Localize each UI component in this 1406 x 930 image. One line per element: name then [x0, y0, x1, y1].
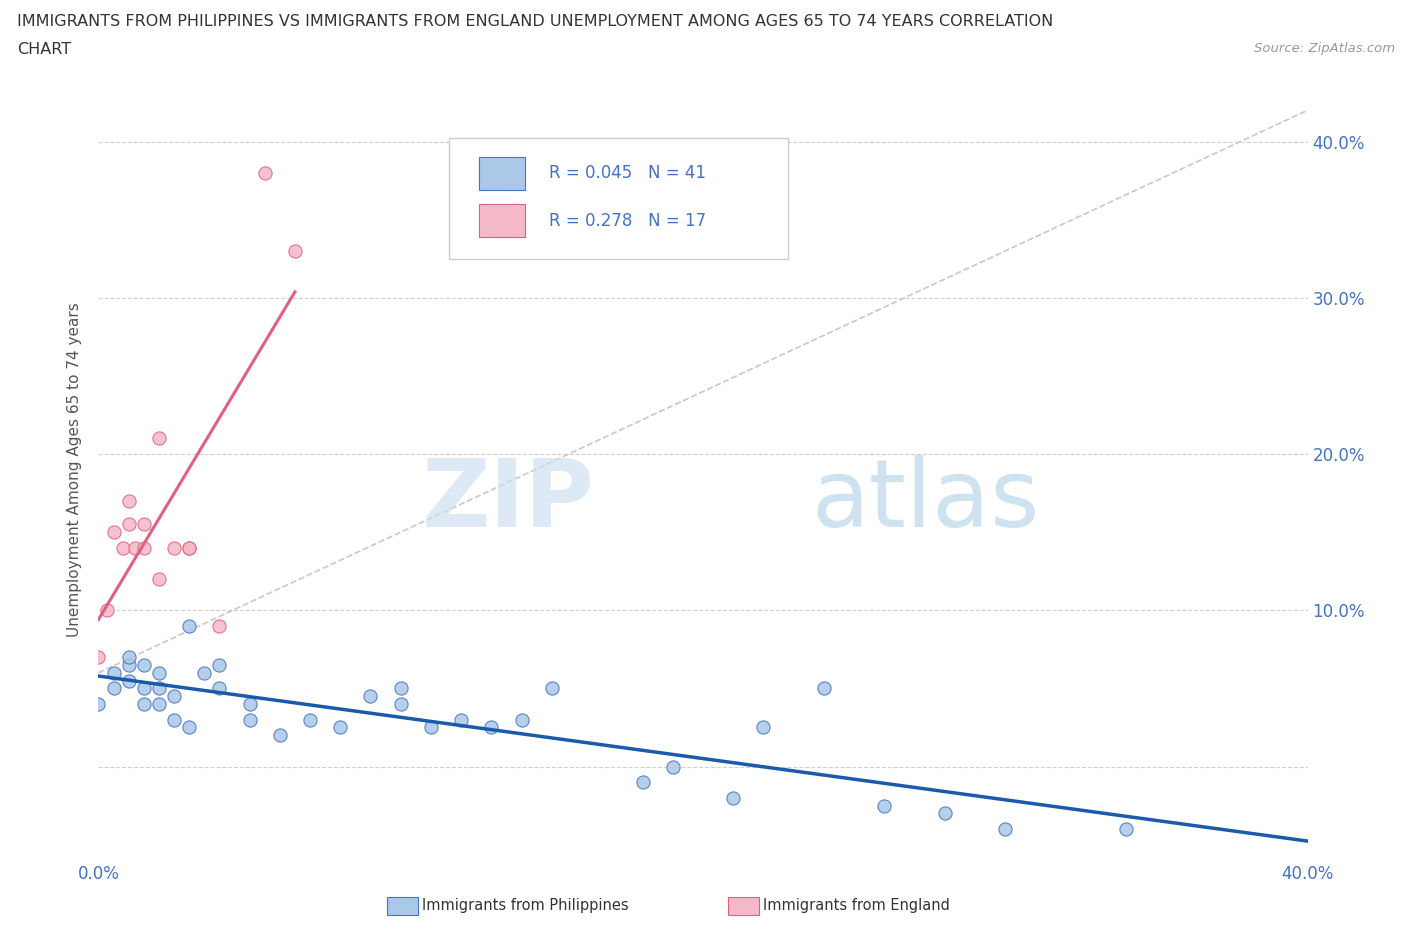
Point — [118, 658, 141, 672]
FancyBboxPatch shape — [479, 157, 526, 190]
Point — [118, 650, 141, 665]
Point — [132, 517, 155, 532]
Point — [148, 572, 170, 587]
Point — [118, 494, 141, 509]
Point — [163, 712, 186, 727]
Point — [118, 517, 141, 532]
Text: atlas: atlas — [811, 455, 1040, 547]
Point — [1115, 821, 1137, 836]
Point — [389, 697, 412, 711]
Point — [87, 650, 110, 665]
Point — [208, 618, 231, 633]
Point — [163, 540, 186, 555]
Point — [163, 689, 186, 704]
Point — [510, 712, 533, 727]
Point — [873, 798, 896, 813]
Point — [132, 658, 155, 672]
Text: R = 0.278   N = 17: R = 0.278 N = 17 — [550, 212, 707, 230]
Point — [148, 665, 170, 680]
Point — [360, 689, 382, 704]
Point — [208, 658, 231, 672]
Point — [193, 665, 215, 680]
Point — [132, 540, 155, 555]
Point — [87, 697, 110, 711]
Point — [96, 603, 118, 618]
Point — [284, 244, 307, 259]
Point — [481, 720, 503, 735]
Point — [661, 759, 683, 774]
Point — [723, 790, 745, 805]
Point — [148, 431, 170, 445]
Point — [934, 806, 956, 821]
Point — [179, 618, 201, 633]
Point — [450, 712, 472, 727]
Point — [420, 720, 443, 735]
FancyBboxPatch shape — [449, 138, 787, 259]
Point — [389, 681, 412, 696]
Point — [148, 681, 170, 696]
Y-axis label: Unemployment Among Ages 65 to 74 years: Unemployment Among Ages 65 to 74 years — [67, 302, 83, 637]
Text: R = 0.045   N = 41: R = 0.045 N = 41 — [550, 165, 706, 182]
Point — [132, 681, 155, 696]
Point — [299, 712, 322, 727]
Point — [329, 720, 352, 735]
Point — [813, 681, 835, 696]
Point — [179, 720, 201, 735]
Point — [103, 665, 125, 680]
Point — [269, 728, 291, 743]
Point — [148, 697, 170, 711]
Point — [103, 681, 125, 696]
Point — [132, 697, 155, 711]
Point — [994, 821, 1017, 836]
Point — [253, 166, 276, 180]
Text: Immigrants from Philippines: Immigrants from Philippines — [422, 898, 628, 913]
Point — [540, 681, 562, 696]
Point — [752, 720, 775, 735]
FancyBboxPatch shape — [479, 205, 526, 237]
Text: IMMIGRANTS FROM PHILIPPINES VS IMMIGRANTS FROM ENGLAND UNEMPLOYMENT AMONG AGES 6: IMMIGRANTS FROM PHILIPPINES VS IMMIGRANT… — [17, 14, 1053, 29]
Text: Immigrants from England: Immigrants from England — [763, 898, 950, 913]
Text: CHART: CHART — [17, 42, 70, 57]
Text: Source: ZipAtlas.com: Source: ZipAtlas.com — [1254, 42, 1395, 55]
Point — [118, 673, 141, 688]
Point — [124, 540, 146, 555]
Point — [239, 697, 262, 711]
Point — [111, 540, 134, 555]
Text: ZIP: ZIP — [422, 455, 595, 547]
Point — [239, 712, 262, 727]
Point — [631, 775, 654, 790]
Point — [179, 540, 201, 555]
Point — [103, 525, 125, 539]
Point — [208, 681, 231, 696]
Point — [179, 540, 201, 555]
